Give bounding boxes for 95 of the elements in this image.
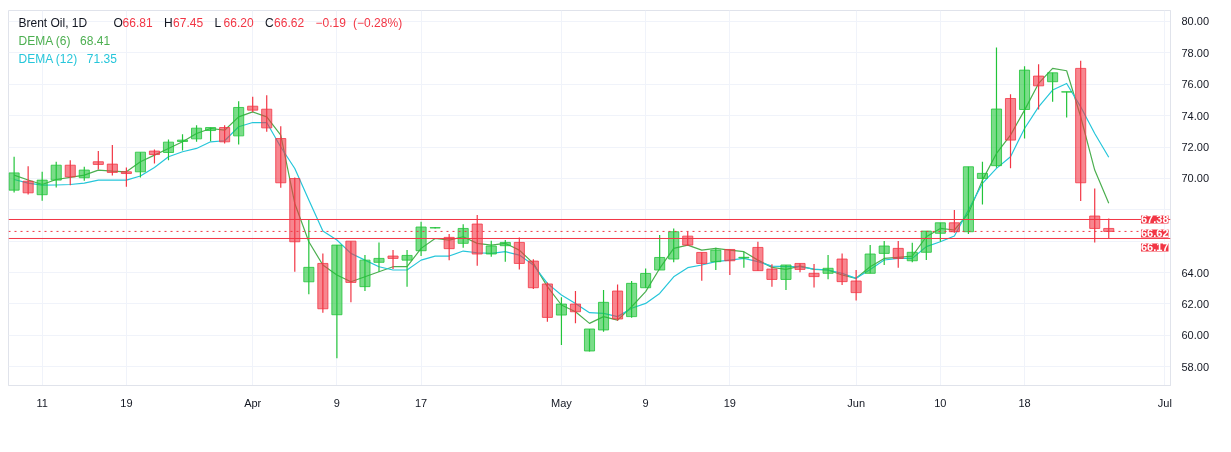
candlestick	[724, 248, 736, 276]
candlestick	[331, 244, 343, 359]
candlestick	[415, 221, 427, 257]
candlestick	[990, 46, 1003, 169]
y-tick-label: 70.00	[1181, 172, 1210, 185]
candlestick	[878, 240, 890, 266]
y-tick-label: 60.00	[1181, 329, 1210, 342]
candlestick	[275, 125, 287, 189]
candlestick	[1004, 93, 1017, 169]
candlestick	[1047, 72, 1059, 103]
candlestick	[794, 262, 806, 273]
text: DEMA (6)	[18, 33, 71, 48]
candlestick	[710, 247, 722, 271]
candlestick	[1019, 65, 1031, 139]
candlestick	[1033, 63, 1045, 111]
y-tick-label: 62.00	[1181, 297, 1210, 310]
y-tick-label: 76.00	[1181, 78, 1210, 91]
candlestick	[261, 94, 273, 133]
candlestick	[555, 296, 567, 346]
candlestick	[36, 171, 48, 202]
x-tick-label: Jun	[847, 396, 866, 409]
ref-line-label: 66.17	[1140, 241, 1169, 254]
candlestick	[808, 263, 820, 289]
candlestick	[64, 159, 76, 186]
x-tick-label: Jul	[1157, 396, 1172, 409]
y-tick-label: 74.00	[1181, 109, 1210, 122]
candlestick	[457, 223, 469, 249]
candlestick	[219, 124, 231, 145]
candlestick	[373, 241, 385, 273]
ref-line-label: 66.62	[1140, 227, 1169, 240]
candlestick	[612, 283, 624, 322]
candlestick	[780, 264, 792, 291]
ref-line-label: 67.38	[1140, 213, 1169, 226]
candlestick	[766, 263, 778, 288]
candlestick	[1075, 60, 1087, 202]
candlestick	[92, 150, 104, 171]
candlestick	[429, 226, 441, 230]
candlestick	[499, 239, 511, 263]
candlestick	[303, 219, 315, 295]
candlestick	[864, 244, 876, 274]
y-tick-label: 78.00	[1181, 46, 1210, 59]
candlestick	[345, 240, 357, 303]
x-tick-label: May	[551, 396, 573, 409]
x-tick-label: Apr	[244, 396, 262, 409]
candlestick	[134, 151, 146, 179]
candlestick	[836, 252, 848, 286]
text: DEMA (12)	[18, 51, 78, 66]
x-tick-label: 9	[642, 396, 649, 409]
candlestick	[8, 156, 20, 194]
candlestick	[654, 234, 666, 271]
candlestick	[920, 230, 932, 261]
y-tick-label: 80.00	[1181, 15, 1210, 28]
candlestick	[359, 254, 371, 292]
x-tick-label: 18	[1018, 396, 1031, 409]
x-tick-label: 9	[333, 396, 340, 409]
candlestick	[106, 144, 118, 177]
candlestick	[233, 100, 245, 146]
candlestick	[892, 240, 904, 269]
candlestick	[50, 161, 62, 189]
chart-title: Brent Oil, 1D	[18, 15, 88, 30]
candlestick	[569, 290, 582, 324]
candlestick	[162, 138, 175, 161]
candlestick	[22, 165, 34, 195]
candlestick	[541, 281, 553, 323]
annotation: 71.35	[86, 52, 118, 66]
y-tick-label: 64.00	[1181, 266, 1210, 279]
candlestick	[850, 269, 862, 302]
candlestick	[401, 249, 413, 288]
candlestick	[696, 251, 708, 282]
candlestick	[597, 289, 610, 333]
annotation: 68.41	[80, 34, 111, 48]
x-tick-label: 10	[934, 396, 947, 409]
candlestick	[640, 267, 652, 289]
candlestick	[668, 227, 680, 263]
candlestick	[976, 161, 988, 206]
text: O66.81 H67.45 L66.20 C66.62 −0.19 (−0.28%)	[113, 15, 403, 30]
candlestick	[387, 249, 399, 270]
candlestick	[934, 222, 946, 243]
candlestick	[583, 328, 596, 353]
candlestick	[317, 252, 329, 314]
candlestick	[906, 242, 918, 263]
candlestick	[626, 280, 638, 319]
y-tick-label: 58.00	[1181, 360, 1210, 373]
x-tick-label: 11	[36, 396, 48, 409]
y-tick-label: 72.00	[1181, 141, 1210, 154]
x-tick-label: 19	[120, 396, 133, 409]
candlestick	[1061, 91, 1073, 119]
candlestick	[527, 258, 539, 290]
x-tick-label: 19	[723, 396, 736, 409]
candlestick	[822, 254, 834, 280]
candlestick	[962, 166, 974, 235]
candlestick	[738, 251, 750, 269]
x-tick-label: 17	[414, 396, 428, 409]
candlestick	[120, 166, 132, 188]
candlestick	[752, 241, 764, 272]
